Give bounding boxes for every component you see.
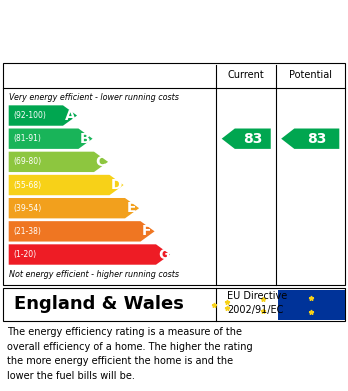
Text: B: B [80, 132, 91, 146]
Polygon shape [9, 105, 77, 126]
Text: Potential: Potential [289, 70, 332, 80]
Text: (39-54): (39-54) [13, 204, 41, 213]
Text: 83: 83 [243, 132, 262, 146]
Text: (55-68): (55-68) [13, 181, 41, 190]
Text: Current: Current [228, 70, 264, 80]
Text: Not energy efficient - higher running costs: Not energy efficient - higher running co… [9, 271, 179, 280]
Bar [278, 290, 345, 320]
Polygon shape [281, 129, 339, 149]
Text: Energy Efficiency Rating: Energy Efficiency Rating [10, 24, 232, 39]
Polygon shape [9, 198, 139, 219]
Text: (69-80): (69-80) [13, 157, 41, 166]
Text: (92-100): (92-100) [13, 111, 46, 120]
Text: The energy efficiency rating is a measure of the
overall efficiency of a home. T: The energy efficiency rating is a measur… [7, 327, 253, 380]
Text: (1-20): (1-20) [13, 250, 36, 259]
Text: D: D [111, 178, 123, 192]
Text: G: G [158, 248, 169, 262]
Polygon shape [9, 221, 155, 242]
Text: F: F [142, 224, 152, 239]
Polygon shape [9, 244, 170, 265]
Text: A: A [65, 109, 76, 122]
Text: England & Wales: England & Wales [14, 295, 184, 313]
Polygon shape [222, 129, 271, 149]
Text: C: C [96, 155, 106, 169]
Text: 83: 83 [307, 132, 326, 146]
Polygon shape [9, 175, 124, 195]
Polygon shape [9, 152, 108, 172]
Text: EU Directive
2002/91/EC: EU Directive 2002/91/EC [227, 291, 287, 315]
Text: (81-91): (81-91) [13, 134, 41, 143]
Polygon shape [9, 129, 93, 149]
Text: (21-38): (21-38) [13, 227, 41, 236]
Text: E: E [127, 201, 136, 215]
Text: Very energy efficient - lower running costs: Very energy efficient - lower running co… [9, 93, 179, 102]
